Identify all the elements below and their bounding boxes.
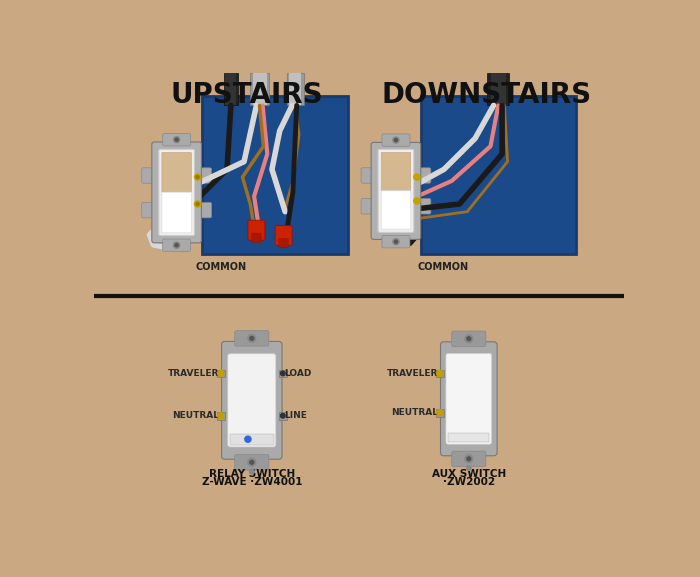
FancyBboxPatch shape [275,226,292,246]
FancyBboxPatch shape [252,233,261,242]
Circle shape [250,460,253,464]
Text: ·ZW2002: ·ZW2002 [442,477,495,488]
FancyBboxPatch shape [234,331,269,346]
FancyBboxPatch shape [152,142,202,243]
Text: TRAVELER: TRAVELER [168,369,219,378]
Bar [202,96,348,254]
Bar [279,412,287,419]
FancyBboxPatch shape [417,168,430,183]
Bar [487,73,509,106]
Bar [436,409,444,417]
Circle shape [248,459,256,466]
Circle shape [394,240,398,243]
FancyBboxPatch shape [452,331,486,346]
Bar [224,73,238,106]
Text: COMMON: COMMON [196,262,247,272]
Circle shape [414,174,420,180]
FancyBboxPatch shape [382,191,411,229]
FancyBboxPatch shape [378,149,414,233]
FancyBboxPatch shape [141,203,155,218]
Text: NEUTRAL: NEUTRAL [391,408,438,417]
FancyBboxPatch shape [222,342,282,459]
Bar [217,412,225,419]
FancyBboxPatch shape [234,455,269,470]
Bar [253,73,267,106]
FancyBboxPatch shape [446,353,491,444]
Circle shape [174,137,180,143]
Bar [491,73,506,106]
Circle shape [281,414,285,418]
Bar [225,73,237,106]
Bar [289,73,302,106]
Text: TRAVELER: TRAVELER [386,369,438,378]
Bar [279,369,287,377]
FancyBboxPatch shape [382,235,410,248]
Text: LINE: LINE [284,411,307,420]
Circle shape [174,242,180,248]
Circle shape [175,138,178,141]
FancyBboxPatch shape [141,168,155,183]
FancyBboxPatch shape [162,133,190,146]
Text: DOWNSTAIRS: DOWNSTAIRS [382,81,592,109]
FancyBboxPatch shape [162,239,190,252]
FancyBboxPatch shape [417,198,430,214]
Circle shape [218,370,224,376]
Circle shape [245,436,251,443]
Circle shape [393,137,399,143]
FancyBboxPatch shape [440,342,497,456]
Circle shape [437,410,443,416]
Circle shape [196,203,199,205]
Text: AUX SWITCH: AUX SWITCH [432,469,506,479]
Circle shape [467,457,470,461]
Text: NEUTRAL: NEUTRAL [172,411,219,420]
Circle shape [175,243,178,247]
FancyBboxPatch shape [162,152,191,192]
Bar [287,73,304,106]
Circle shape [437,370,443,376]
Text: LOAD: LOAD [284,369,312,378]
Bar [217,369,225,377]
FancyBboxPatch shape [197,168,211,183]
Bar [436,369,444,377]
FancyBboxPatch shape [197,203,211,218]
Text: UPSTAIRS: UPSTAIRS [170,81,323,109]
FancyBboxPatch shape [382,152,411,191]
FancyBboxPatch shape [382,134,410,146]
Circle shape [465,335,472,343]
FancyBboxPatch shape [228,354,276,447]
Bar [230,434,274,445]
FancyBboxPatch shape [279,239,288,248]
FancyBboxPatch shape [452,451,486,467]
Circle shape [195,174,201,180]
FancyBboxPatch shape [162,192,191,233]
Text: RELAY SWITCH: RELAY SWITCH [209,469,295,479]
FancyBboxPatch shape [159,149,195,235]
Circle shape [281,371,285,376]
Bar [448,433,489,442]
FancyBboxPatch shape [361,168,375,183]
Circle shape [195,201,201,207]
Circle shape [414,198,420,204]
Circle shape [394,138,398,141]
Circle shape [393,239,399,245]
Circle shape [218,413,224,419]
Text: Z-WAVE ·ZW4001: Z-WAVE ·ZW4001 [202,477,302,488]
FancyBboxPatch shape [371,143,421,239]
Bar [421,96,575,254]
Circle shape [467,337,470,340]
Text: COMMON: COMMON [418,262,469,272]
Circle shape [250,336,253,340]
FancyBboxPatch shape [361,198,375,214]
Circle shape [196,175,199,178]
Circle shape [465,455,472,463]
Bar [251,73,269,106]
FancyBboxPatch shape [248,220,265,240]
Circle shape [248,335,256,342]
Circle shape [249,469,254,474]
Circle shape [466,466,471,470]
